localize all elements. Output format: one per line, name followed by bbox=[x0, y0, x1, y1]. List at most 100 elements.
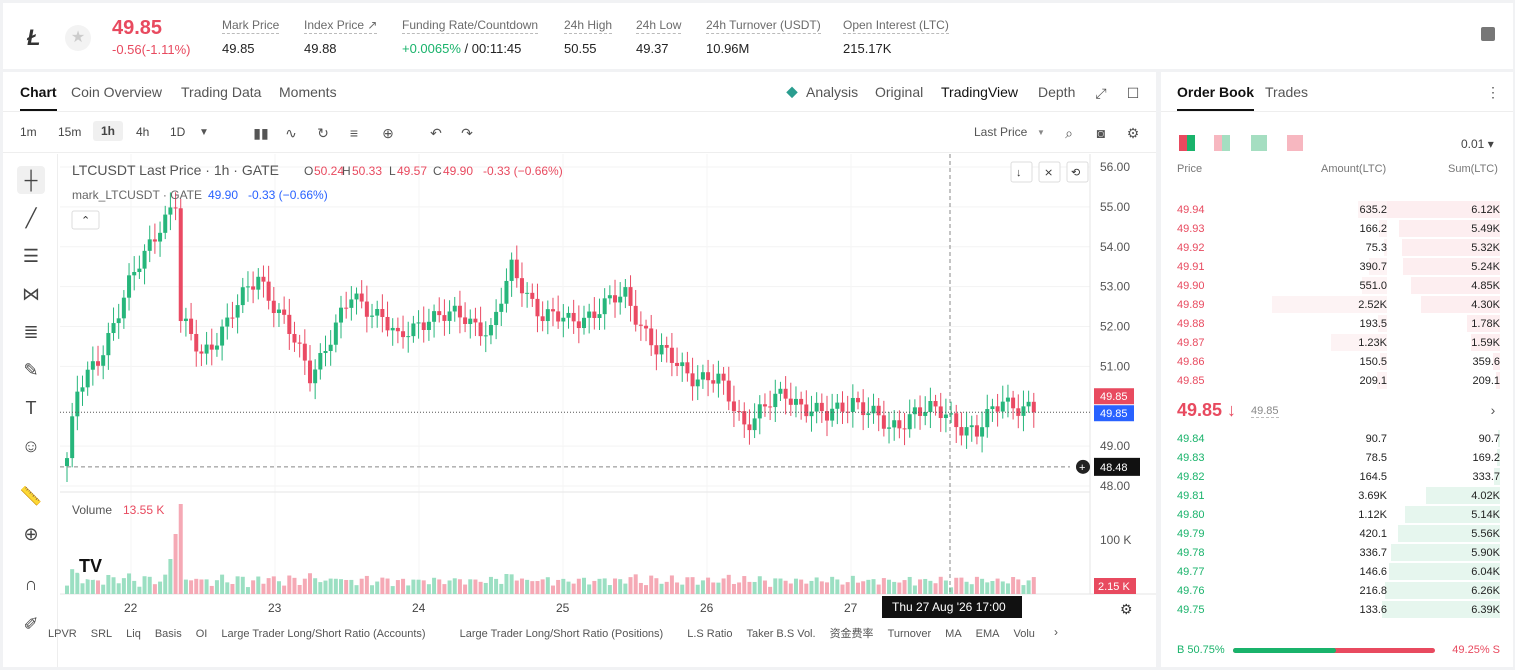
tf-1d[interactable]: 1D bbox=[170, 125, 186, 139]
bid-row[interactable]: 49.76 216.8 6.26K bbox=[1161, 581, 1513, 600]
indicator-tab[interactable]: MA bbox=[945, 628, 962, 640]
fib-icon[interactable]: ≣ bbox=[23, 322, 39, 342]
more-vertical-icon[interactable]: ⋮ bbox=[1486, 84, 1500, 100]
candlestick-chart[interactable]: 56.00 55.00 54.00 53.00 52.00 51.00 49.00 48.00… bbox=[60, 154, 1156, 667]
indicator-tab[interactable]: OI bbox=[195, 628, 208, 640]
chevron-down-icon[interactable]: ▼ bbox=[199, 127, 209, 138]
layout-both-icon[interactable] bbox=[1179, 135, 1195, 151]
ruler-icon[interactable]: 📏 bbox=[19, 486, 43, 506]
ask-row[interactable]: 49.92 75.3 5.32K bbox=[1161, 238, 1513, 257]
y-tick-label: 55.00 bbox=[1100, 200, 1130, 214]
ask-row[interactable]: 49.86 150.5 359.6 bbox=[1161, 352, 1513, 371]
magnet-icon[interactable]: ∩ bbox=[24, 574, 38, 594]
candle-type-icon[interactable]: ▮▮ bbox=[253, 125, 269, 141]
indicator-tab[interactable]: Large Trader Long/Short Ratio (Positions… bbox=[459, 628, 664, 640]
tf-15m[interactable]: 15m bbox=[58, 125, 82, 139]
trendline-icon[interactable]: ╱ bbox=[25, 208, 37, 228]
undo-icon[interactable]: ↶ bbox=[430, 125, 442, 141]
ask-row[interactable]: 49.93 166.2 5.49K bbox=[1161, 219, 1513, 238]
window-icon[interactable]: ☐ bbox=[1126, 85, 1140, 101]
indicator-tab[interactable]: SRL bbox=[90, 628, 113, 640]
candle-body bbox=[850, 397, 855, 412]
precision-select[interactable]: 0.01 ▾ bbox=[1461, 137, 1494, 151]
bid-row[interactable]: 49.83 78.5 169.2 bbox=[1161, 448, 1513, 467]
chevron-right-icon[interactable]: › bbox=[1054, 625, 1058, 639]
bid-row[interactable]: 49.84 90.7 90.7 bbox=[1161, 429, 1513, 448]
layout-green-icon[interactable] bbox=[1251, 135, 1267, 151]
mode-original[interactable]: Original bbox=[875, 84, 924, 100]
tf-4h[interactable]: 4h bbox=[136, 125, 150, 139]
redo-icon[interactable]: ↷ bbox=[461, 125, 473, 141]
pattern-icon[interactable]: ⋈ bbox=[22, 284, 40, 304]
indicator-tab[interactable]: LPVR bbox=[48, 628, 77, 640]
tab-order-book[interactable]: Order Book bbox=[1177, 84, 1255, 111]
tab-trades[interactable]: Trades bbox=[1265, 84, 1309, 100]
ask-row[interactable]: 49.87 1.23K 1.59K bbox=[1161, 333, 1513, 352]
mode-depth[interactable]: Depth bbox=[1038, 84, 1076, 100]
indicator-icon[interactable]: ∿ bbox=[285, 125, 297, 141]
mode-tradingview[interactable]: TradingView bbox=[941, 84, 1019, 100]
replay-icon[interactable]: ↻ bbox=[317, 125, 329, 141]
tf-1h[interactable]: 1h bbox=[93, 121, 124, 141]
chevron-right-icon[interactable]: › bbox=[1490, 402, 1496, 418]
tab-coin-overview[interactable]: Coin Overview bbox=[71, 84, 163, 100]
chart-area[interactable]: 56.00 55.00 54.00 53.00 52.00 51.00 49.00 48.00… bbox=[60, 154, 1156, 667]
ask-row[interactable]: 49.88 193.5 1.78K bbox=[1161, 314, 1513, 333]
mode-analysis[interactable]: Analysis bbox=[806, 84, 859, 100]
ask-row[interactable]: 49.94 635.2 6.12K bbox=[1161, 200, 1513, 219]
volume-bar bbox=[545, 577, 550, 594]
ask-row[interactable]: 49.91 390.7 5.24K bbox=[1161, 257, 1513, 276]
ask-row[interactable]: 49.89 2.52K 4.30K bbox=[1161, 295, 1513, 314]
document-icon[interactable] bbox=[1481, 27, 1495, 41]
zoom-in-icon[interactable]: ⊕ bbox=[23, 524, 39, 544]
gear-icon[interactable]: ⚙ bbox=[1126, 125, 1140, 141]
tf-1m[interactable]: 1m bbox=[20, 125, 37, 139]
bid-row[interactable]: 49.78 336.7 5.90K bbox=[1161, 543, 1513, 562]
indicator-tab[interactable]: Taker B.S Vol. bbox=[746, 628, 816, 640]
template-icon[interactable]: ≡ bbox=[349, 125, 359, 141]
expand-icon[interactable]: ⤢ bbox=[1095, 85, 1107, 101]
favorite-star-icon[interactable]: ★ bbox=[65, 25, 91, 51]
candle-body bbox=[152, 239, 157, 242]
ask-row[interactable]: 49.90 551.0 4.85K bbox=[1161, 276, 1513, 295]
order-amount: 3.69K bbox=[1358, 490, 1387, 502]
candle-body bbox=[892, 420, 897, 428]
indicator-tab[interactable]: 资金费率 bbox=[829, 628, 874, 640]
volume-bar bbox=[276, 581, 281, 594]
camera-icon[interactable]: ◙ bbox=[1096, 125, 1106, 141]
ask-row[interactable]: 49.85 209.1 209.1 bbox=[1161, 371, 1513, 390]
tab-chart[interactable]: Chart bbox=[20, 84, 57, 111]
emoji-icon[interactable]: ☺ bbox=[21, 436, 41, 456]
search-icon[interactable]: ⌕ bbox=[1065, 125, 1073, 141]
volume-bar bbox=[804, 583, 809, 594]
bid-row[interactable]: 49.79 420.1 5.56K bbox=[1161, 524, 1513, 543]
add-indicator-icon[interactable]: ⊕ bbox=[382, 125, 394, 141]
bid-row[interactable]: 49.81 3.69K 4.02K bbox=[1161, 486, 1513, 505]
indicator-tab[interactable]: L.S Ratio bbox=[687, 628, 733, 640]
brush-icon[interactable]: ✎ bbox=[23, 360, 39, 380]
crosshair-icon[interactable]: ┼ bbox=[17, 166, 45, 194]
horizontal-lines-icon[interactable]: ☰ bbox=[22, 246, 40, 266]
indicator-tab[interactable]: Liq bbox=[126, 628, 141, 640]
bid-row[interactable]: 49.80 1.12K 5.14K bbox=[1161, 505, 1513, 524]
layout-bids-icon[interactable] bbox=[1214, 135, 1230, 151]
candle-body bbox=[261, 276, 266, 282]
chevron-down-icon[interactable]: ▼ bbox=[1037, 128, 1045, 137]
pencil-icon[interactable]: ✐ bbox=[23, 614, 39, 634]
bid-row[interactable]: 49.82 164.5 333.7 bbox=[1161, 467, 1513, 486]
price-type-select[interactable]: Last Price bbox=[974, 125, 1028, 139]
bid-row[interactable]: 49.75 133.6 6.39K bbox=[1161, 600, 1513, 619]
tab-trading-data[interactable]: Trading Data bbox=[181, 84, 262, 100]
indicator-tab[interactable]: EMA bbox=[975, 628, 1000, 640]
bid-row[interactable]: 49.77 146.6 6.04K bbox=[1161, 562, 1513, 581]
layout-asks-icon[interactable] bbox=[1287, 135, 1303, 151]
stat-index-price[interactable]: Index Price ↗ 49.88 bbox=[304, 18, 378, 56]
volume-bar bbox=[613, 578, 618, 594]
indicator-tab[interactable]: Large Trader Long/Short Ratio (Accounts) bbox=[221, 628, 426, 640]
tab-moments[interactable]: Moments bbox=[279, 84, 337, 100]
text-tool-icon[interactable]: T bbox=[25, 398, 37, 418]
indicator-tab[interactable]: Volu bbox=[1013, 628, 1035, 640]
volume-bar bbox=[783, 580, 788, 594]
indicator-tab[interactable]: Turnover bbox=[887, 628, 932, 640]
indicator-tab[interactable]: Basis bbox=[154, 628, 182, 640]
